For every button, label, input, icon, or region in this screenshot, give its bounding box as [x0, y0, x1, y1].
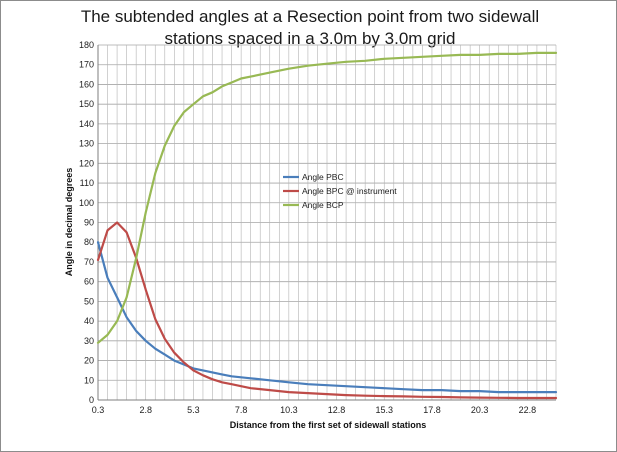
x-axis-label: Distance from the first set of sidewall …: [230, 420, 427, 430]
x-tick-label: 7.8: [235, 405, 248, 415]
y-tick-label: 0: [89, 395, 94, 405]
y-tick-label: 180: [79, 40, 94, 50]
series-line-2: [96, 221, 558, 400]
x-tick-label: 20.3: [471, 405, 489, 415]
axes: [97, 45, 556, 401]
x-tick-label: 17.8: [423, 405, 441, 415]
x-tick-label: 2.8: [139, 405, 152, 415]
grid-lines: [97, 44, 557, 401]
y-tick-label: 70: [84, 257, 94, 267]
y-axis-label: Angle in decimal degrees: [64, 168, 74, 277]
y-tick-label: 160: [79, 79, 94, 89]
x-tick-label: 15.3: [375, 405, 393, 415]
y-tick-label: 170: [79, 60, 94, 70]
y-tick-label: 50: [84, 296, 94, 306]
legend-label-2: Angle BPC @ instrument: [302, 186, 397, 196]
legend-label-1: Angle PBC: [302, 172, 344, 182]
y-tick-label: 110: [80, 178, 94, 188]
y-tick-label: 90: [84, 218, 94, 228]
y-tick-label: 30: [84, 336, 94, 346]
chart-title-line-1: The subtended angles at a Resection poin…: [80, 7, 540, 26]
x-tick-label: 10.3: [280, 405, 298, 415]
legend-label-3: Angle BCP: [302, 200, 344, 210]
x-tick-label: 12.8: [328, 405, 346, 415]
y-tick-label: 150: [79, 99, 94, 109]
y-tick-label: 80: [84, 237, 94, 247]
y-tick-label: 40: [84, 316, 94, 326]
series-lines: [96, 51, 558, 400]
y-tick-label: 130: [79, 139, 94, 149]
x-tick-labels: 0.3 2.8 5.3 7.8 10.3 12.8 15.3 17.8 20.3 22.8: [92, 405, 536, 415]
series-line-3: [96, 51, 558, 344]
legend: Angle PBC Angle BPC @ instrument Angle BCP: [283, 172, 397, 210]
x-tick-label: 0.3: [92, 405, 105, 415]
y-tick-label: 140: [79, 119, 94, 129]
x-tick-label: 5.3: [187, 405, 200, 415]
y-tick-label: 10: [84, 375, 94, 385]
chart-title-line-2: stations spaced in a 3.0m by 3.0m grid: [164, 29, 456, 48]
chart-title: The subtended angles at a Resection poin…: [70, 6, 550, 50]
series-line-1: [96, 241, 558, 394]
y-tick-label: 120: [79, 158, 94, 168]
y-tick-label: 100: [79, 198, 94, 208]
y-tick-label: 60: [84, 277, 94, 287]
x-tick-label: 22.8: [519, 405, 537, 415]
y-tick-labels: 0 10 20 30 40 50 60 70 80 90 100 110 120 130 140 150 160…: [79, 40, 94, 405]
y-tick-label: 20: [84, 356, 94, 366]
